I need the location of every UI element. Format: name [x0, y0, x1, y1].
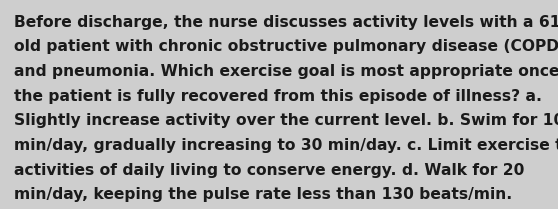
Text: and pneumonia. Which exercise goal is most appropriate once: and pneumonia. Which exercise goal is mo…: [14, 64, 558, 79]
Text: min/day, gradually increasing to 30 min/day. c. Limit exercise to: min/day, gradually increasing to 30 min/…: [14, 138, 558, 153]
Text: the patient is fully recovered from this episode of illness? a.: the patient is fully recovered from this…: [14, 89, 542, 104]
Text: activities of daily living to conserve energy. d. Walk for 20: activities of daily living to conserve e…: [14, 163, 525, 178]
Text: min/day, keeping the pulse rate less than 130 beats/min.: min/day, keeping the pulse rate less tha…: [14, 187, 512, 202]
Text: Slightly increase activity over the current level. b. Swim for 10: Slightly increase activity over the curr…: [14, 113, 558, 128]
Text: old patient with chronic obstructive pulmonary disease (COPD): old patient with chronic obstructive pul…: [14, 39, 558, 54]
Text: Before discharge, the nurse discusses activity levels with a 61-yr-: Before discharge, the nurse discusses ac…: [14, 15, 558, 30]
